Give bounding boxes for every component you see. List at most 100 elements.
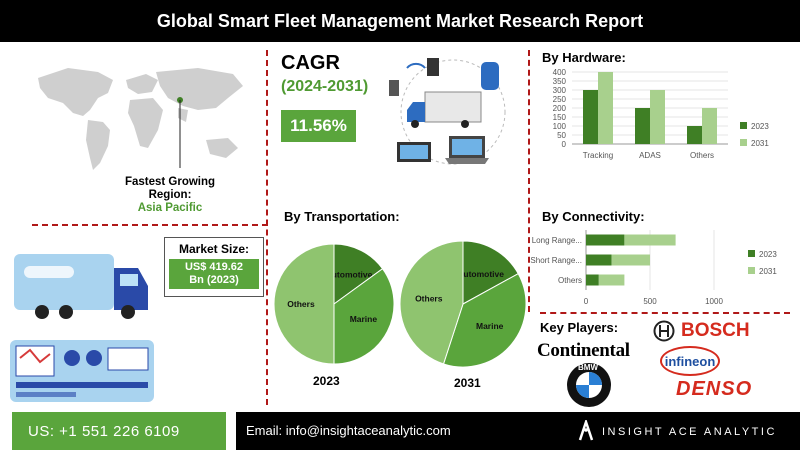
- hardware-y-tick: 200: [553, 104, 567, 113]
- market-size-value: US$ 419.62 Bn (2023): [169, 259, 259, 289]
- bosch-emblem-icon: [653, 320, 675, 342]
- truck-dashboard-illustration: [10, 254, 154, 402]
- pie-slice: [400, 240, 464, 365]
- pie-slice: [442, 272, 526, 368]
- hardware-x-tick: ADAS: [639, 151, 661, 160]
- market-size-value-line2: Bn (2023): [189, 274, 239, 286]
- connectivity-bar-chart: 0 500 1000 Long Range... Short Range... Other…: [530, 230, 777, 306]
- hardware-legend-swatch: [740, 139, 747, 146]
- denso-logo: DENSO: [676, 378, 753, 400]
- truck-trailer-icon: [424, 91, 482, 123]
- pie-slice-label: Automotive: [326, 270, 373, 280]
- bmw-wordmark: BMW: [578, 363, 598, 372]
- divider-left: [266, 50, 268, 405]
- page-title: Global Smart Fleet Management Market Res…: [0, 0, 800, 42]
- world-map-icon: [38, 68, 243, 170]
- hardware-y-tick: 100: [553, 122, 567, 131]
- hardware-bar: [650, 90, 665, 144]
- hardware-y-tick: 150: [553, 113, 567, 122]
- hardware-legend-swatch: [740, 122, 747, 129]
- sensor-icon: [389, 80, 399, 96]
- connectivity-y-tick: Others: [558, 276, 582, 285]
- connectivity-bar: [598, 274, 625, 286]
- truck-trailer-icon: [14, 254, 114, 310]
- region-label: Fastest Growing Region: Asia Pacific: [86, 176, 254, 215]
- infineon-logo: infineon: [660, 346, 720, 376]
- truck-cab-icon: [407, 102, 425, 122]
- hardware-bar: [583, 90, 598, 144]
- connectivity-bar: [624, 234, 676, 246]
- bmw-logo: [567, 363, 611, 407]
- footer-bar: [236, 412, 800, 450]
- hardware-bar: [635, 108, 650, 144]
- bosch-logo: BOSCH: [653, 320, 750, 342]
- pie-slice: [462, 240, 519, 305]
- hardware-y-tick: 300: [553, 86, 567, 95]
- connectivity-bar: [611, 254, 650, 266]
- pie-slice-label: Marine: [476, 321, 504, 331]
- footer-phone[interactable]: US: +1 551 226 6109: [12, 412, 226, 450]
- transportation-chart-title: By Transportation:: [284, 209, 400, 224]
- hardware-y-tick: 0: [562, 140, 567, 149]
- router-icon: [427, 58, 439, 76]
- divider-left-h: [32, 224, 268, 226]
- hardware-bar: [687, 126, 702, 144]
- pie-slice: [273, 243, 335, 365]
- market-size-value-line1: US$ 419.62: [184, 261, 244, 273]
- hardware-legend-label: 2031: [751, 139, 769, 148]
- market-size-label: Market Size:: [178, 242, 250, 256]
- region-label-line2: Region:: [148, 189, 192, 201]
- divider-right: [528, 50, 530, 312]
- pie-slice-label: Marine: [350, 314, 378, 324]
- connectivity-y-tick: Short Range...: [530, 256, 582, 265]
- pie-slice-label: Others: [287, 299, 315, 309]
- cagr-period: (2024-2031): [281, 78, 369, 95]
- transportation-pie-2023: Automotive Marine Others: [273, 243, 395, 365]
- cagr-value: 11.56%: [281, 110, 356, 142]
- pie-slice: [333, 243, 384, 305]
- hardware-bar: [702, 108, 717, 144]
- transportation-pie-2031: Automotive Marine Others: [400, 240, 526, 368]
- connectivity-chart-title: By Connectivity:: [542, 209, 645, 224]
- hardware-y-tick: 250: [553, 95, 567, 104]
- pie-2023-year: 2023: [313, 374, 340, 388]
- smartwatch-icon: [481, 62, 499, 90]
- connectivity-bar: [586, 254, 612, 266]
- connectivity-bar: [586, 234, 625, 246]
- connectivity-x-tick: 0: [584, 297, 589, 306]
- insight-ace-logo-icon: [578, 420, 594, 441]
- fleet-devices-illustration: [389, 58, 506, 165]
- connectivity-bar: [586, 274, 599, 286]
- hardware-x-tick: Others: [690, 151, 714, 160]
- continental-logo: Continental: [537, 340, 630, 361]
- cagr-label: CAGR: [281, 52, 340, 74]
- region-value: Asia Pacific: [137, 202, 203, 214]
- connectivity-legend-swatch: [748, 250, 755, 257]
- hardware-x-tick: Tracking: [583, 151, 613, 160]
- bosch-wordmark: BOSCH: [681, 320, 750, 341]
- hardware-y-tick: 400: [553, 68, 567, 77]
- hardware-y-tick: 50: [557, 131, 566, 140]
- key-players-label: Key Players:: [540, 320, 619, 335]
- connectivity-x-tick: 1000: [705, 297, 723, 306]
- footer-email[interactable]: Email: info@insightaceanalytic.com: [246, 423, 451, 438]
- hardware-chart-title: By Hardware:: [542, 50, 626, 65]
- infineon-wordmark: infineon: [664, 353, 716, 369]
- hardware-bar: [598, 72, 613, 144]
- connectivity-x-tick: 500: [643, 297, 657, 306]
- pie-2031-year: 2031: [454, 376, 481, 390]
- connectivity-y-tick: Long Range...: [532, 236, 582, 245]
- connectivity-legend-swatch: [748, 267, 755, 274]
- wifi-icon: [406, 62, 426, 69]
- footer-brand: INSIGHT ACE ANALYTIC: [602, 426, 777, 438]
- divider-right-h: [540, 312, 790, 314]
- connectivity-legend-label: 2031: [759, 267, 777, 276]
- connectivity-legend-label: 2023: [759, 250, 777, 259]
- hardware-legend-label: 2023: [751, 122, 769, 131]
- region-label-line1: Fastest Growing: [124, 176, 216, 188]
- pie-slice-label: Others: [415, 294, 443, 304]
- pie-slice: [333, 268, 395, 365]
- pie-slice-label: Automotive: [457, 269, 504, 279]
- market-size-box: Market Size: US$ 419.62 Bn (2023): [164, 237, 264, 297]
